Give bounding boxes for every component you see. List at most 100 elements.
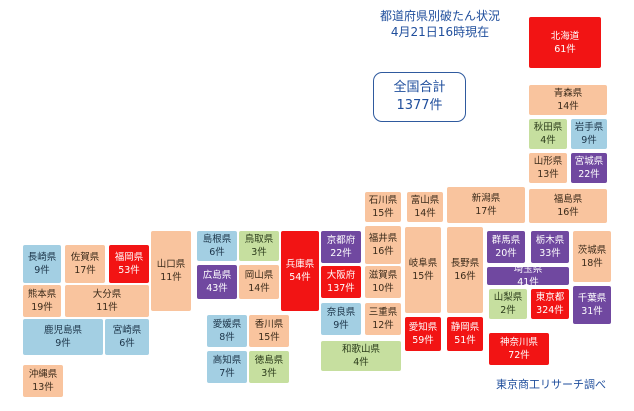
prefecture-count: 22件	[578, 169, 600, 180]
prefecture-name: 福岡県	[114, 252, 144, 263]
prefecture-name: 宮城県	[574, 156, 604, 167]
prefecture-kyoto: 京都府 22件	[320, 230, 362, 264]
prefecture-count: 11件	[96, 302, 118, 313]
prefecture-count: 4件	[353, 357, 369, 368]
prefecture-shiga: 滋賀県 10件	[364, 265, 402, 299]
prefecture-kochi: 高知県 7件	[206, 350, 248, 384]
prefecture-name: 岡山県	[244, 270, 274, 281]
prefecture-name: 岐阜県	[408, 258, 438, 269]
prefecture-name: 徳島県	[254, 355, 284, 366]
prefecture-name: 奈良県	[326, 307, 356, 318]
prefecture-count: 2件	[500, 305, 516, 316]
prefecture-yamanashi: 山梨県 2件	[488, 288, 528, 320]
prefecture-count: 16件	[454, 271, 476, 282]
prefecture-count: 43件	[206, 283, 228, 294]
prefecture-name: 栃木県	[535, 235, 565, 246]
prefecture-tokushima: 徳島県 3件	[248, 350, 290, 384]
prefecture-count: 4件	[540, 135, 556, 146]
prefecture-name: 富山県	[410, 195, 440, 206]
prefecture-name: 茨城県	[577, 244, 607, 256]
prefecture-fukushima: 福島県 16件	[528, 188, 608, 224]
title-line-1: 都道府県別破たん状況	[379, 9, 500, 23]
national-total-box: 全国合計 1377件	[373, 72, 466, 122]
prefecture-count: 17件	[475, 206, 497, 217]
prefecture-name: 熊本県	[27, 289, 57, 300]
prefecture-name: 秋田県	[533, 122, 563, 133]
prefecture-count: 9件	[333, 320, 349, 331]
prefecture-count: 9件	[581, 135, 597, 146]
prefecture-count: 53件	[118, 265, 140, 276]
prefecture-name: 兵庫県	[285, 259, 315, 270]
prefecture-name: 福井県	[368, 233, 398, 244]
prefecture-count: 12件	[372, 320, 394, 331]
prefecture-name: 広島県	[202, 270, 232, 281]
prefecture-iwate: 岩手県 9件	[570, 118, 608, 150]
prefecture-name: 大分県	[92, 289, 122, 300]
prefecture-count: 324件	[536, 305, 564, 316]
source-credit: 東京商工リサーチ調べ	[496, 378, 606, 391]
prefecture-fukuoka: 福岡県 53件	[108, 244, 150, 284]
prefecture-akita: 秋田県 4件	[528, 118, 568, 150]
prefecture-name: 長崎県	[27, 252, 57, 263]
prefecture-count: 15件	[372, 208, 394, 219]
prefecture-name: 鳥取県	[244, 234, 274, 245]
prefecture-count: 15件	[412, 271, 434, 282]
prefecture-name: 山口県	[156, 259, 186, 270]
prefecture-toyama: 富山県 14件	[406, 191, 444, 223]
prefecture-name: 埼玉県	[513, 264, 543, 275]
prefecture-nagano: 長野県 16件	[446, 226, 484, 314]
prefecture-name: 北海道	[550, 30, 580, 42]
prefecture-count: 59件	[412, 335, 434, 346]
prefecture-count: 14件	[248, 283, 270, 294]
prefecture-count: 3件	[261, 368, 277, 379]
prefecture-count: 20件	[495, 248, 517, 259]
prefecture-aomori: 青森県 14件	[528, 84, 608, 116]
prefecture-kumamoto: 熊本県 19件	[22, 284, 62, 318]
prefecture-gunma: 群馬県 20件	[486, 230, 526, 264]
prefecture-count: 33件	[539, 248, 561, 259]
prefecture-name: 滋賀県	[368, 270, 398, 281]
prefecture-name: 宮崎県	[112, 325, 142, 336]
prefecture-count: 10件	[372, 283, 394, 294]
prefecture-count: 19件	[31, 302, 53, 313]
prefecture-count: 13件	[537, 169, 559, 180]
total-label: 全国合計	[393, 80, 446, 95]
prefecture-name: 石川県	[368, 195, 398, 206]
prefecture-count: 8件	[219, 332, 235, 343]
prefecture-count: 54件	[289, 272, 311, 283]
prefecture-count: 22件	[330, 248, 352, 259]
prefecture-name: 静岡県	[450, 322, 480, 333]
prefecture-count: 6件	[119, 338, 135, 349]
prefecture-name: 群馬県	[491, 235, 521, 246]
prefecture-count: 9件	[55, 338, 71, 349]
prefecture-nagasaki: 長崎県 9件	[22, 244, 62, 284]
prefecture-name: 愛媛県	[212, 319, 242, 330]
total-value: 1377件	[396, 98, 443, 113]
prefecture-aichi: 愛知県 59件	[404, 316, 442, 352]
prefecture-name: 三重県	[368, 307, 398, 318]
prefecture-hyogo: 兵庫県 54件	[280, 230, 320, 312]
prefecture-name: 高知県	[212, 355, 242, 366]
prefecture-wakayama: 和歌山県 4件	[320, 340, 402, 372]
prefecture-fukui: 福井県 16件	[364, 225, 402, 265]
prefecture-yamaguchi: 山口県 11件	[150, 230, 192, 312]
prefecture-count: 9件	[34, 265, 50, 276]
prefecture-count: 7件	[219, 368, 235, 379]
prefecture-nara: 奈良県 9件	[320, 302, 362, 336]
prefecture-count: 3件	[251, 247, 267, 258]
prefecture-shimane: 島根県 6件	[196, 230, 238, 262]
prefecture-hiroshima: 広島県 43件	[196, 264, 238, 300]
prefecture-name: 福島県	[553, 194, 583, 205]
prefecture-name: 東京都	[535, 292, 565, 303]
prefecture-gifu: 岐阜県 15件	[404, 226, 442, 314]
prefecture-name: 大阪府	[326, 270, 356, 281]
prefecture-name: 鹿児島県	[43, 325, 82, 336]
prefecture-tochigi: 栃木県 33件	[530, 230, 570, 264]
prefecture-ehime: 愛媛県 8件	[206, 314, 248, 348]
prefecture-chiba: 千葉県 31件	[572, 285, 612, 325]
prefecture-tottori: 鳥取県 3件	[238, 230, 280, 262]
prefecture-name: 島根県	[202, 234, 232, 245]
prefecture-name: 京都府	[326, 235, 356, 246]
prefecture-count: 31件	[581, 306, 603, 317]
prefecture-count: 61件	[554, 43, 576, 55]
